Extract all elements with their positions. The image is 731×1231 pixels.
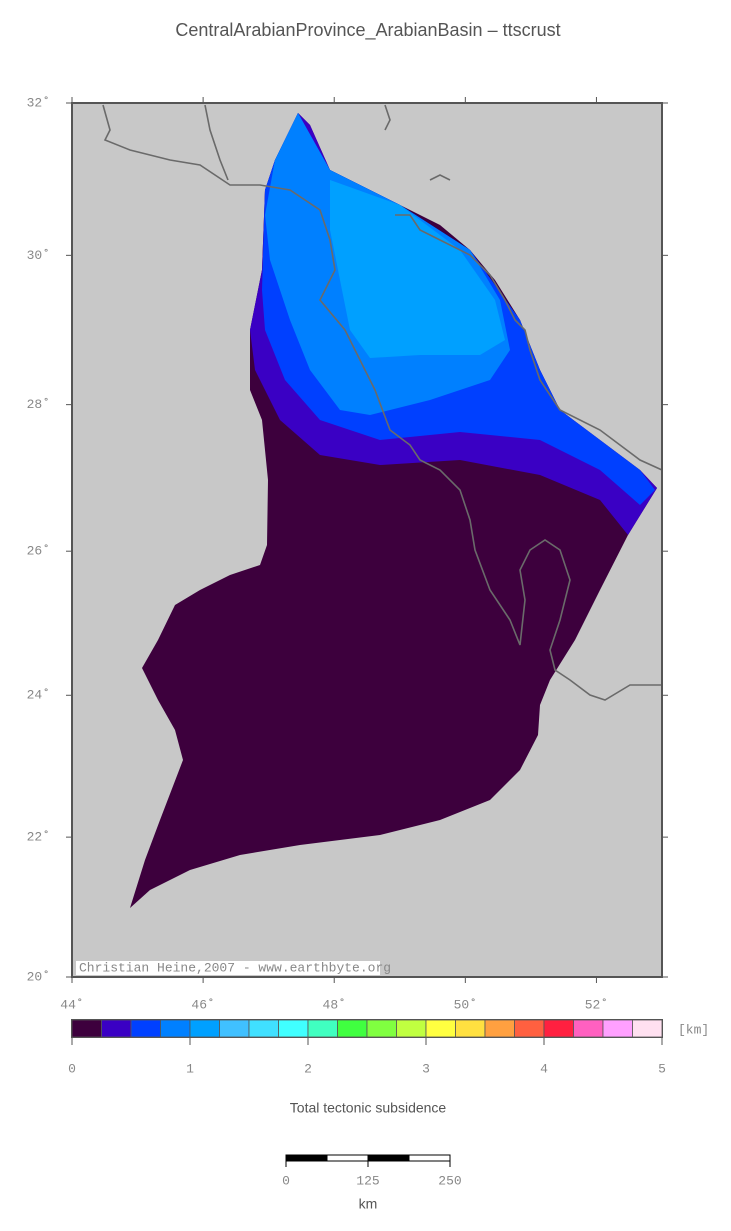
scalebar-tick-label: 125 [356, 1173, 379, 1188]
coastline [102, 104, 662, 701]
x-tick-label: 44˚ [60, 997, 83, 1012]
y-tick-label: 26˚ [27, 544, 50, 559]
colorbar-swatch [130, 1019, 161, 1038]
y-tick-label: 20˚ [27, 969, 50, 984]
colorbar-swatch [573, 1019, 604, 1038]
y-tick-label: 22˚ [27, 830, 50, 845]
scalebar-segment [367, 1154, 410, 1162]
colorbar-swatch [160, 1019, 191, 1038]
x-tick-label: 46˚ [191, 997, 214, 1012]
coastline [384, 104, 391, 131]
coastline [395, 214, 663, 471]
y-tick-label: 32˚ [27, 95, 50, 110]
colorbar-swatch [425, 1019, 456, 1038]
colorbar-swatch [543, 1019, 574, 1038]
scalebar-segment [285, 1154, 328, 1162]
colorbar-swatch [602, 1019, 633, 1038]
colorbar-swatch [71, 1019, 102, 1038]
colorbar-swatch [396, 1019, 427, 1038]
colorbar-swatch [514, 1019, 545, 1038]
title: CentralArabianProvince_ArabianBasin – tt… [175, 20, 560, 41]
colorbar-swatch [101, 1019, 132, 1038]
y-tick-label: 30˚ [27, 248, 50, 263]
colorbar-tick-label: 4 [540, 1061, 548, 1076]
colorbar-tick-label: 3 [422, 1061, 430, 1076]
colorbar-tick-label: 2 [304, 1061, 312, 1076]
colorbar-label: Total tectonic subsidence [290, 1100, 447, 1116]
colorbar-swatch [337, 1019, 368, 1038]
credit: Christian Heine,2007 - www.earthbyte.org [79, 960, 391, 975]
scalebar-tick-label: 250 [438, 1173, 461, 1188]
subsidence-zone [330, 180, 505, 358]
scalebar-tick-label: 0 [282, 1173, 290, 1188]
coastline [429, 174, 451, 181]
colorbar-swatch [189, 1019, 220, 1038]
colorbar-tick-label: 1 [186, 1061, 194, 1076]
scalebar-segment [408, 1154, 451, 1162]
colorbar-swatch [632, 1019, 663, 1038]
colorbar-swatch [219, 1019, 250, 1038]
coastline [204, 104, 229, 181]
map-frame [71, 102, 663, 978]
y-tick-label: 24˚ [27, 688, 50, 703]
colorbar-swatch [307, 1019, 338, 1038]
colorbar-tick-label: 5 [658, 1061, 666, 1076]
colorbar-swatch [366, 1019, 397, 1038]
colorbar-swatch [484, 1019, 515, 1038]
colorbar-tick-label: 0 [68, 1061, 76, 1076]
colorbar-unit: [km] [678, 1022, 709, 1037]
y-tick-label: 28˚ [27, 397, 50, 412]
scalebar-segment [326, 1154, 369, 1162]
colorbar-swatch [278, 1019, 309, 1038]
x-tick-label: 50˚ [454, 997, 477, 1012]
colorbar-swatch [455, 1019, 486, 1038]
scalebar-unit: km [359, 1196, 378, 1212]
x-tick-label: 48˚ [323, 997, 346, 1012]
credit-box [76, 961, 380, 975]
colorbar-swatch [248, 1019, 279, 1038]
x-tick-label: 52˚ [585, 997, 608, 1012]
